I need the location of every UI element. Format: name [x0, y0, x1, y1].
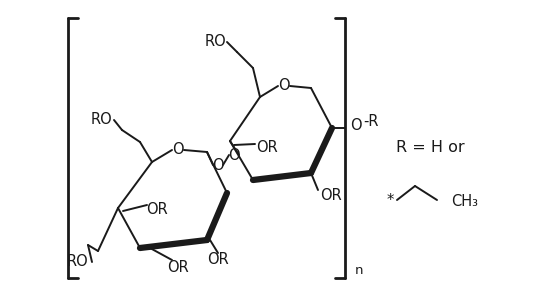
Text: CH₃: CH₃ [451, 195, 478, 210]
Text: OR: OR [256, 141, 278, 155]
Text: O: O [228, 147, 240, 162]
Text: OR: OR [207, 252, 229, 268]
Text: -R: -R [363, 115, 378, 129]
Text: n: n [355, 263, 364, 277]
Text: O: O [212, 158, 224, 173]
Text: RO: RO [204, 34, 226, 50]
Text: O: O [172, 143, 184, 158]
Text: OR: OR [320, 187, 342, 202]
Text: RO: RO [91, 112, 113, 127]
Text: O: O [350, 118, 362, 132]
Text: RO: RO [67, 254, 89, 269]
Text: OR: OR [146, 202, 168, 217]
Text: OR: OR [167, 260, 189, 275]
Text: *: * [386, 193, 394, 208]
Text: R = H or: R = H or [395, 141, 464, 155]
Text: O: O [278, 79, 290, 94]
